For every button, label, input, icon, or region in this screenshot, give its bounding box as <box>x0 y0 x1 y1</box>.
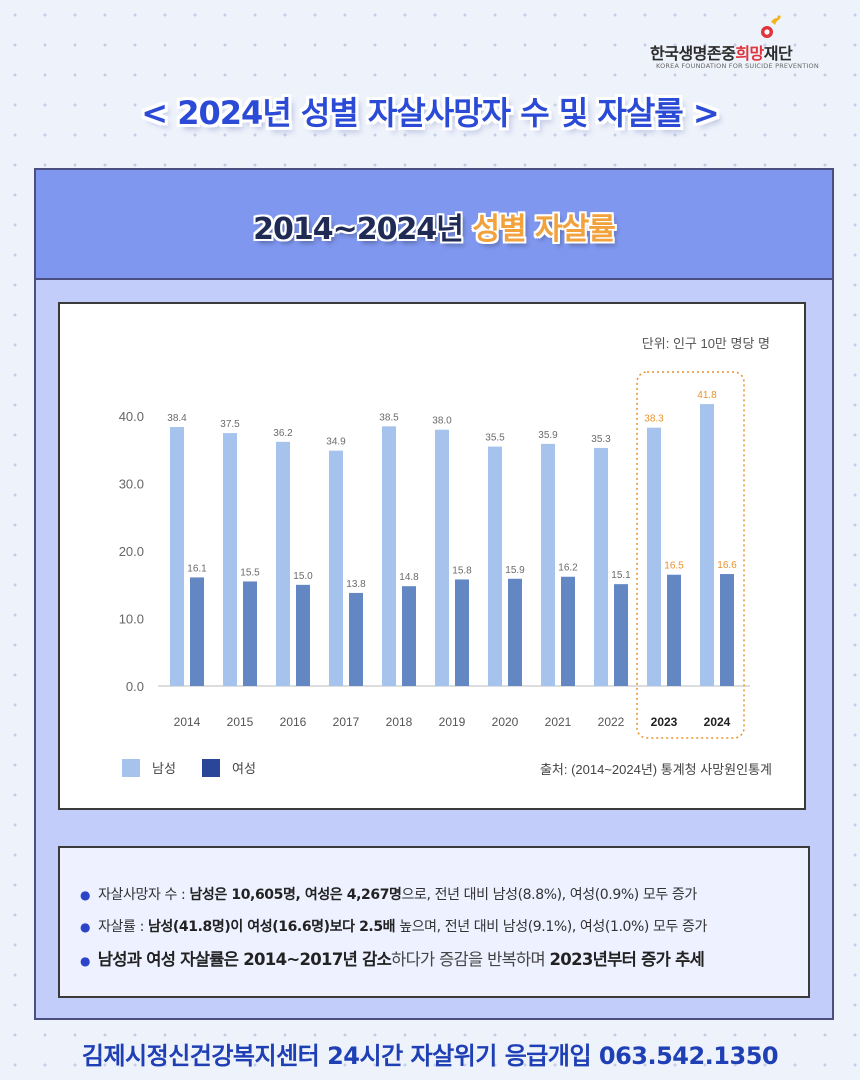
legend: 남성 여성 <box>122 759 256 777</box>
data-label-male-2024: 41.8 <box>697 390 717 401</box>
bullet-icon: ● <box>80 888 91 902</box>
x-tick-label-2016: 2016 <box>280 715 307 729</box>
data-label-female-2023: 16.5 <box>664 561 684 572</box>
legend-swatch-female <box>202 759 220 777</box>
hotline-footer: 김제시정신건강복지센터 24시간 자살위기 응급개입 063.542.1350 <box>81 1042 779 1070</box>
x-tick-label-2023: 2023 <box>651 715 678 729</box>
note-rate: ● 자살률 : 남성(41.8명)이 여성(16.6명)보다 2.5배 높으며, … <box>80 919 708 935</box>
logo-subtitle: KOREA FOUNDATION FOR SUICIDE PREVENTION <box>656 62 819 70</box>
data-label-male-2020: 35.5 <box>485 433 505 444</box>
legend-label-male: 남성 <box>152 761 176 776</box>
x-tick-label-2019: 2019 <box>439 715 466 729</box>
foundation-logo: 한국생명존중희망재단 KOREA FOUNDATION FOR SUICIDE … <box>636 14 836 76</box>
data-label-female-2022: 15.1 <box>611 570 631 581</box>
data-label-male-2014: 38.4 <box>167 413 187 424</box>
bullet-icon: ● <box>80 954 90 968</box>
data-label-female-2017: 13.8 <box>346 579 366 590</box>
logo-flame-icon <box>761 15 781 38</box>
y-tick-label: 20.0 <box>119 544 144 559</box>
panel-title: 2014~2024년 성별 자살률 <box>36 204 832 248</box>
note-trend: ● 남성과 여성 자살률은 2014~2017년 감소하다가 증감을 반복하며 2… <box>80 950 705 969</box>
x-tick-label-2015: 2015 <box>227 715 254 729</box>
data-label-female-2015: 15.5 <box>240 567 260 578</box>
highlight-box-2023-2024 <box>636 371 745 739</box>
main-title: < 2024년 성별 자살사망자 수 및 자살률 > <box>141 94 719 132</box>
logo-name: 한국생명존중희망재단 <box>650 44 793 63</box>
data-label-female-2014: 16.1 <box>187 563 207 574</box>
source-label: 출처: (2014~2024년) 통계청 사망원인통계 <box>540 762 772 777</box>
y-tick-label: 10.0 <box>119 612 144 627</box>
data-label-male-2023: 38.3 <box>644 414 664 425</box>
x-tick-label-2021: 2021 <box>545 715 572 729</box>
bar-female-2021 <box>561 576 575 686</box>
y-tick-label: 30.0 <box>119 477 144 492</box>
y-tick-label: 40.0 <box>119 409 144 424</box>
chart-card: 0.0 10.0 20.0 30.0 40.0 38.4 16.1 2014 37.5 15.5… <box>58 302 806 810</box>
data-label-male-2017: 34.9 <box>326 437 346 448</box>
data-label-female-2021: 16.2 <box>558 563 578 574</box>
x-tick-label-2017: 2017 <box>333 715 360 729</box>
bar-male-2023 <box>647 427 661 686</box>
x-tick-label-2022: 2022 <box>598 715 625 729</box>
bar-chart: 0.0 10.0 20.0 30.0 40.0 38.4 16.1 2014 37.5 15.5… <box>119 336 772 777</box>
data-label-male-2015: 37.5 <box>220 419 240 430</box>
data-label-male-2016: 36.2 <box>273 428 293 439</box>
bar-female-2015 <box>243 581 257 686</box>
data-label-female-2020: 15.9 <box>505 565 525 576</box>
data-label-male-2022: 35.3 <box>591 434 611 445</box>
data-label-male-2019: 38.0 <box>432 416 452 427</box>
unit-label: 단위: 인구 10만 명당 명 <box>642 336 770 351</box>
bar-male-2018 <box>382 426 396 686</box>
bar-female-2022 <box>614 584 628 686</box>
bar-female-2017 <box>349 592 363 686</box>
data-label-male-2021: 35.9 <box>538 430 558 441</box>
bullet-icon: ● <box>80 920 91 934</box>
panel-title-years: 2014~2024년 <box>253 212 473 247</box>
bar-male-2016 <box>276 441 290 686</box>
legend-swatch-male <box>122 759 140 777</box>
y-tick-label: 0.0 <box>126 679 144 694</box>
bar-male-2017 <box>329 450 343 686</box>
bar-male-2014 <box>170 427 184 686</box>
bar-male-2019 <box>435 429 449 686</box>
x-tick-label-2018: 2018 <box>386 715 413 729</box>
bar-female-2016 <box>296 584 310 686</box>
bar-female-2020 <box>508 578 522 686</box>
bar-male-2015 <box>223 433 237 686</box>
bar-male-2021 <box>541 443 555 686</box>
data-label-male-2018: 38.5 <box>379 412 399 423</box>
data-label-female-2024: 16.6 <box>717 560 737 571</box>
bar-female-2018 <box>402 586 416 686</box>
bar-female-2014 <box>190 577 204 686</box>
x-tick-label-2014: 2014 <box>174 715 201 729</box>
legend-label-female: 여성 <box>232 761 256 776</box>
bar-male-2020 <box>488 446 502 686</box>
x-tick-label-2020: 2020 <box>492 715 519 729</box>
bar-male-2024 <box>700 404 714 686</box>
bar-female-2023 <box>667 574 681 686</box>
data-label-female-2016: 15.0 <box>293 571 313 582</box>
bar-female-2019 <box>455 579 469 686</box>
data-label-female-2018: 14.8 <box>399 572 419 583</box>
panel-header: 2014~2024년 성별 자살률 <box>36 170 832 280</box>
bar-male-2022 <box>594 447 608 686</box>
summary-notes: ● 자살사망자 수 : 남성은 10,605명, 여성은 4,267명으로, 전년… <box>58 846 810 998</box>
data-label-female-2019: 15.8 <box>452 565 472 576</box>
bar-female-2024 <box>720 574 734 686</box>
x-tick-label-2024: 2024 <box>704 715 731 729</box>
panel-title-topic: 성별 자살률 <box>472 212 615 247</box>
note-deaths: ● 자살사망자 수 : 남성은 10,605명, 여성은 4,267명으로, 전년… <box>80 887 697 903</box>
